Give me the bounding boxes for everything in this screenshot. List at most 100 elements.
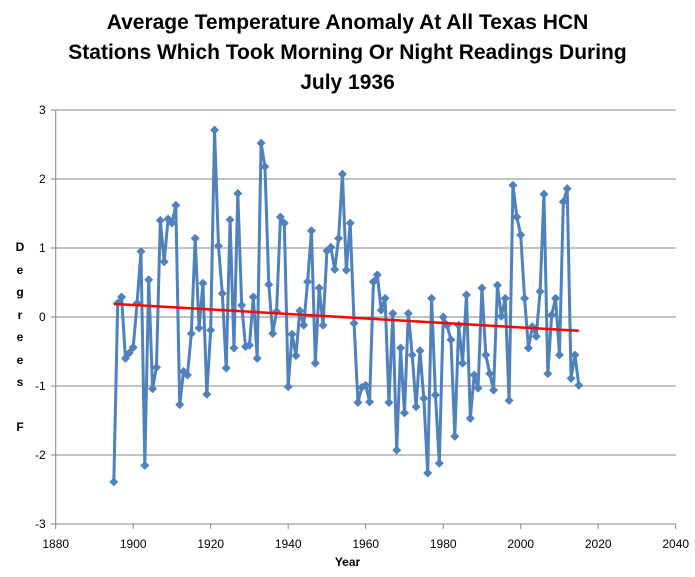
data-point-marker [473, 383, 483, 393]
axes [50, 109, 677, 529]
y-axis-label-char: s [16, 375, 24, 389]
trendline-layer [113, 302, 579, 333]
data-point-marker [291, 351, 301, 361]
data-point-marker [372, 270, 382, 280]
data-point-marker [136, 246, 146, 256]
data-point-marker [477, 283, 487, 293]
x-tick-label: 1900 [120, 537, 147, 551]
y-axis-label-char: e [16, 330, 24, 344]
data-point-marker [392, 445, 402, 455]
data-point-marker [570, 350, 580, 360]
x-tick-label: 2020 [585, 537, 612, 551]
data-point-marker [117, 292, 127, 302]
data-point-marker [221, 363, 231, 373]
data-point-marker [155, 215, 165, 225]
data-point-marker [295, 306, 305, 316]
data-point-marker [109, 477, 119, 487]
data-point-marker [489, 385, 499, 395]
chart-title-line-1: Average Temperature Anomaly At All Texas… [106, 11, 589, 34]
data-point-marker [140, 460, 150, 470]
data-point-marker [182, 370, 192, 380]
data-point-marker [213, 241, 223, 251]
data-point-marker [380, 293, 390, 303]
y-tick-label: 1 [39, 241, 46, 255]
x-tick-label: 1980 [430, 537, 457, 551]
data-point-marker [423, 468, 433, 478]
data-point-marker [481, 350, 491, 360]
data-point-marker [403, 309, 413, 319]
data-point-marker [268, 329, 278, 339]
data-point-marker [124, 348, 134, 358]
data-point-marker [419, 393, 429, 403]
data-point-marker [508, 180, 518, 190]
data-point-marker [361, 380, 371, 390]
data-point-marker [523, 343, 533, 353]
data-point-marker [171, 200, 181, 210]
data-point-marker [512, 212, 522, 222]
data-point-marker [427, 293, 437, 303]
y-axis-label-char: e [16, 352, 24, 367]
data-point-marker [279, 218, 289, 228]
y-tick-label: -2 [35, 448, 46, 462]
y-tick-label: 2 [39, 172, 46, 186]
data-point-marker [334, 233, 344, 243]
data-point-marker [252, 353, 262, 363]
chart-title-line-3: July 1936 [300, 71, 395, 94]
data-point-marker [516, 230, 526, 240]
data-point-marker [430, 390, 440, 400]
data-point-marker [318, 320, 328, 330]
data-point-marker [244, 340, 254, 350]
data-point-marker [326, 242, 336, 252]
data-point-marker [337, 169, 347, 179]
data-point-marker [465, 413, 475, 423]
data-point-marker [128, 342, 138, 352]
y-axis-label-char: g [16, 285, 24, 299]
data-point-marker [368, 277, 378, 287]
data-point-marker [330, 264, 340, 274]
y-axis-label-char: F [16, 420, 24, 434]
data-point-marker [411, 402, 421, 412]
data-point-marker [551, 293, 561, 303]
data-point-marker [167, 218, 177, 228]
data-point-marker [554, 350, 564, 360]
data-point-marker [210, 125, 220, 135]
chart-title-line-2: Stations Which Took Morning Or Night Rea… [68, 41, 627, 64]
data-point-marker [225, 215, 235, 225]
y-axis-label-char: r [17, 307, 23, 322]
data-point-marker [558, 197, 568, 207]
data-point-marker [237, 300, 247, 310]
data-point-marker [256, 138, 266, 148]
data-point-marker [345, 218, 355, 228]
data-point-marker [384, 398, 394, 408]
data-point-marker [353, 398, 363, 408]
x-axis-label: Year [334, 555, 361, 569]
data-point-marker [198, 278, 208, 288]
data-point-marker [306, 226, 316, 236]
tick-labels: -3 -2 -1 0 1 2 3 1880 1900 1920 1940 1960 1980 2000 20… [35, 103, 689, 551]
data-point-marker [303, 277, 313, 287]
data-point-marker [434, 458, 444, 468]
data-point-marker [190, 233, 200, 243]
data-point-marker [148, 384, 158, 394]
series-layer [109, 125, 584, 487]
data-point-marker [283, 382, 293, 392]
data-point-marker [562, 184, 572, 194]
data-point-marker [264, 280, 274, 290]
chart-title: Average Temperature Anomaly At All Texas… [0, 8, 695, 98]
data-point-marker [531, 331, 541, 341]
data-point-marker [299, 320, 309, 330]
data-point-marker [175, 400, 185, 410]
data-point-marker [496, 311, 506, 321]
y-tick-label: -3 [35, 517, 46, 531]
y-axis-label-char: D [15, 240, 25, 254]
data-point-marker [248, 292, 258, 302]
data-point-marker [194, 323, 204, 333]
data-point-marker [520, 293, 530, 303]
data-point-marker [535, 286, 545, 296]
data-point-marker [458, 358, 468, 368]
data-point-marker [438, 312, 448, 322]
data-point-marker [450, 431, 460, 441]
series-line [112, 128, 581, 482]
trendline [113, 302, 579, 333]
data-point-marker [144, 275, 154, 285]
